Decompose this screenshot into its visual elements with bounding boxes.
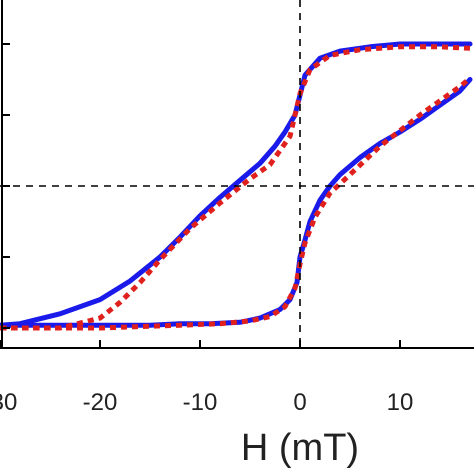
x-tick-label: -20 [83, 389, 118, 416]
solid-blue-loop-branch-1 [0, 77, 473, 328]
solid-blue-loop-branch-0 [0, 41, 473, 328]
dotted-red-loop-branch-1 [0, 76, 472, 331]
x-tick-label: -10 [183, 389, 218, 416]
x-axis-title: H (mT) [241, 427, 359, 469]
x-tick-label: 10 [387, 389, 414, 416]
x-tick-label: -30 [0, 389, 17, 416]
x-tick-label: 0 [293, 389, 306, 416]
dotted-red-loop-branch-0 [0, 44, 471, 331]
